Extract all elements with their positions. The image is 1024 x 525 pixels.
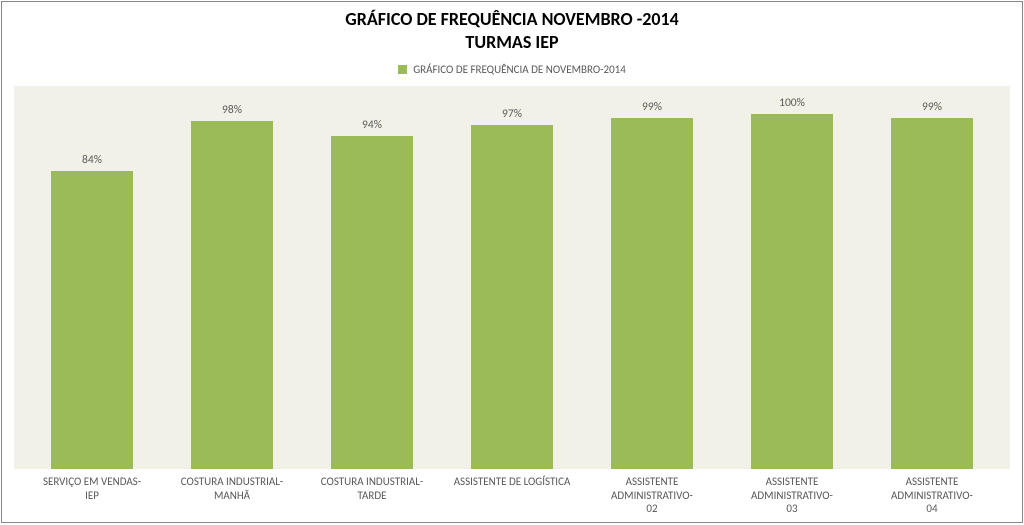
chart-title-block: GRÁFICO DE FREQUÊNCIA NOVEMBRO -2014 TUR… <box>2 2 1022 53</box>
bar <box>471 125 552 469</box>
x-axis-label: SERVIÇO EM VENDAS-IEP <box>22 475 162 516</box>
plot-wrap: 84% 98% 94% 97% 99% 100% 99% SERVIÇO EM VENDAS… <box>2 76 1022 522</box>
bar <box>611 118 692 469</box>
chart-title-line1: GRÁFICO DE FREQUÊNCIA NOVEMBRO -2014 <box>2 8 1022 31</box>
x-axis-label: ASSISTENTE DE LOGÍSTICA <box>442 475 582 516</box>
legend-label: GRÁFICO DE FREQUÊNCIA DE NOVEMBRO-2014 <box>413 63 626 76</box>
bar <box>751 114 832 468</box>
legend-swatch <box>398 65 407 74</box>
chart-legend: GRÁFICO DE FREQUÊNCIA DE NOVEMBRO-2014 <box>2 63 1022 76</box>
bar <box>51 171 132 469</box>
bar-value-label: 94% <box>362 118 382 132</box>
x-axis-label: COSTURA INDUSTRIAL-MANHÃ <box>162 475 302 516</box>
bar-slot: 100% <box>722 86 862 469</box>
chart-frame: GRÁFICO DE FREQUÊNCIA NOVEMBRO -2014 TUR… <box>1 1 1023 523</box>
x-axis-label: ASSISTENTE ADMINISTRATIVO-02 <box>582 475 722 516</box>
bar-value-label: 100% <box>779 96 805 110</box>
bar-slot: 99% <box>862 86 1002 469</box>
bar-value-label: 84% <box>82 153 102 167</box>
bar-slot: 84% <box>22 86 162 469</box>
bar-slot: 97% <box>442 86 582 469</box>
x-axis-label: COSTURA INDUSTRIAL-TARDE <box>302 475 442 516</box>
chart-title-line2: TURMAS IEP <box>2 31 1022 54</box>
bar-value-label: 99% <box>642 100 662 114</box>
bar-value-label: 98% <box>222 103 242 117</box>
bar-value-label: 99% <box>922 100 942 114</box>
bar <box>331 136 412 469</box>
bar <box>891 118 972 469</box>
bar-value-label: 97% <box>502 107 522 121</box>
bar-slot: 99% <box>582 86 722 469</box>
x-axis-label: ASSISTENTE ADMINISTRATIVO-04 <box>862 475 1002 516</box>
bar-slot: 94% <box>302 86 442 469</box>
bar <box>191 121 272 468</box>
x-axis-label: ASSISTENTE ADMINISTRATIVO-03 <box>722 475 862 516</box>
bar-slot: 98% <box>162 86 302 469</box>
plot-area: 84% 98% 94% 97% 99% 100% 99% <box>14 86 1010 469</box>
x-axis-labels: SERVIÇO EM VENDAS-IEPCOSTURA INDUSTRIAL-… <box>14 469 1010 516</box>
